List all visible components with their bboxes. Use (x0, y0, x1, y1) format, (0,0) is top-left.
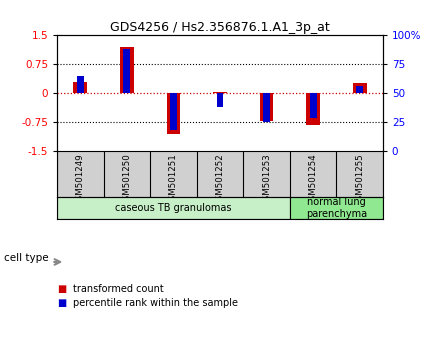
Bar (310, 93, 316, 118)
Text: GSM501252: GSM501252 (216, 154, 224, 206)
Bar (124, 49, 131, 93)
Bar (166, 93, 180, 134)
Bar (216, 93, 224, 107)
Bar (73, 82, 88, 93)
Bar (120, 47, 134, 93)
Bar (213, 92, 227, 93)
Text: normal lung
parenchyma: normal lung parenchyma (306, 197, 367, 219)
Text: GSM501251: GSM501251 (169, 154, 178, 206)
Text: percentile rank within the sample: percentile rank within the sample (73, 298, 238, 308)
Text: GSM501250: GSM501250 (122, 154, 132, 206)
Text: GSM501255: GSM501255 (355, 154, 364, 206)
Text: transformed count: transformed count (73, 284, 163, 293)
Text: cell type: cell type (4, 253, 49, 263)
Text: ■: ■ (57, 284, 66, 293)
Bar (352, 83, 367, 93)
Bar (306, 93, 320, 125)
Text: GSM501253: GSM501253 (262, 154, 271, 206)
Bar (263, 93, 270, 122)
Bar (77, 76, 84, 93)
Title: GDS4256 / Hs2.356876.1.A1_3p_at: GDS4256 / Hs2.356876.1.A1_3p_at (110, 21, 330, 34)
Bar (57, 197, 290, 219)
Bar (260, 93, 274, 121)
Text: caseous TB granulomas: caseous TB granulomas (115, 203, 232, 213)
Text: GSM501254: GSM501254 (308, 154, 318, 206)
Text: GSM501249: GSM501249 (76, 154, 85, 206)
Text: ■: ■ (57, 298, 66, 308)
Bar (356, 86, 363, 93)
Bar (170, 93, 177, 130)
Bar (290, 197, 383, 219)
